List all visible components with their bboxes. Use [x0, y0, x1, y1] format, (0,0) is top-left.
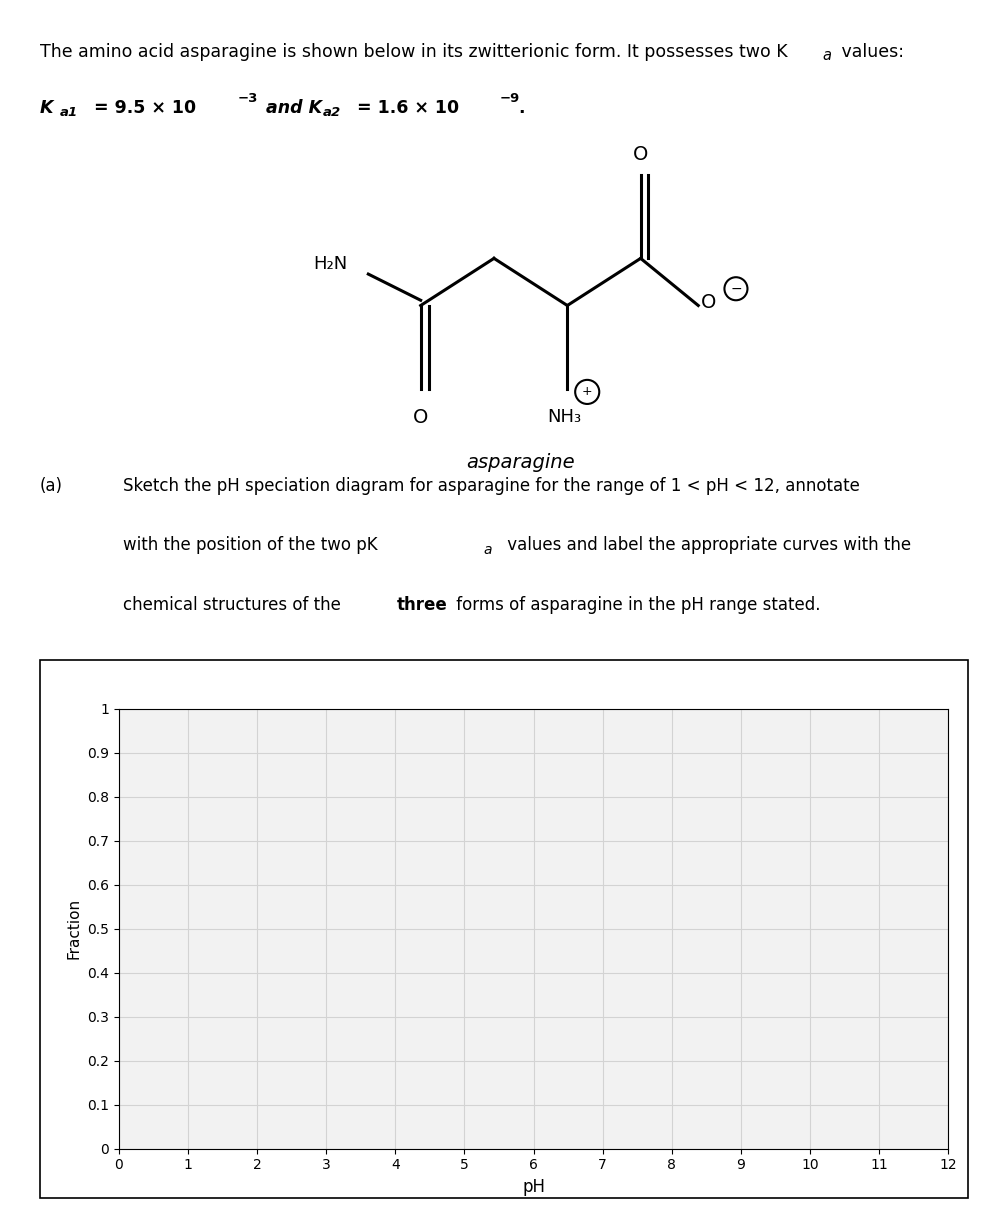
- Text: +: +: [582, 385, 593, 398]
- Text: −: −: [730, 282, 742, 296]
- Y-axis label: Fraction: Fraction: [66, 898, 81, 959]
- Text: O: O: [633, 145, 648, 164]
- Text: asparagine: asparagine: [466, 453, 574, 472]
- Text: K: K: [40, 99, 53, 117]
- Text: (a): (a): [40, 477, 62, 495]
- Text: chemical structures of the: chemical structures of the: [124, 596, 346, 615]
- Text: and K: and K: [260, 99, 322, 117]
- Text: values:: values:: [837, 43, 904, 61]
- Text: a1: a1: [60, 106, 78, 119]
- FancyBboxPatch shape: [40, 660, 968, 1198]
- Text: a: a: [483, 544, 492, 557]
- Text: −3: −3: [237, 92, 258, 105]
- Text: = 9.5 × 10: = 9.5 × 10: [88, 99, 196, 117]
- Text: H₂N: H₂N: [313, 254, 348, 273]
- Text: −9: −9: [499, 92, 520, 105]
- Text: a2: a2: [323, 106, 341, 119]
- X-axis label: pH: pH: [522, 1178, 545, 1196]
- Text: values and label the appropriate curves with the: values and label the appropriate curves …: [502, 536, 911, 555]
- Text: = 1.6 × 10: = 1.6 × 10: [351, 99, 458, 117]
- Text: NH₃: NH₃: [547, 408, 582, 425]
- Text: Sketch the pH speciation diagram for asparagine for the range of 1 < pH < 12, an: Sketch the pH speciation diagram for asp…: [124, 477, 860, 495]
- Text: a: a: [822, 48, 832, 62]
- Text: O: O: [700, 293, 716, 313]
- Text: O: O: [413, 408, 429, 426]
- Text: three: three: [397, 596, 448, 615]
- Text: The amino acid asparagine is shown below in its zwitterionic form. It possesses : The amino acid asparagine is shown below…: [40, 43, 787, 61]
- Text: with the position of the two pK: with the position of the two pK: [124, 536, 377, 555]
- Text: .: .: [518, 99, 525, 117]
- Text: forms of asparagine in the pH range stated.: forms of asparagine in the pH range stat…: [451, 596, 820, 615]
